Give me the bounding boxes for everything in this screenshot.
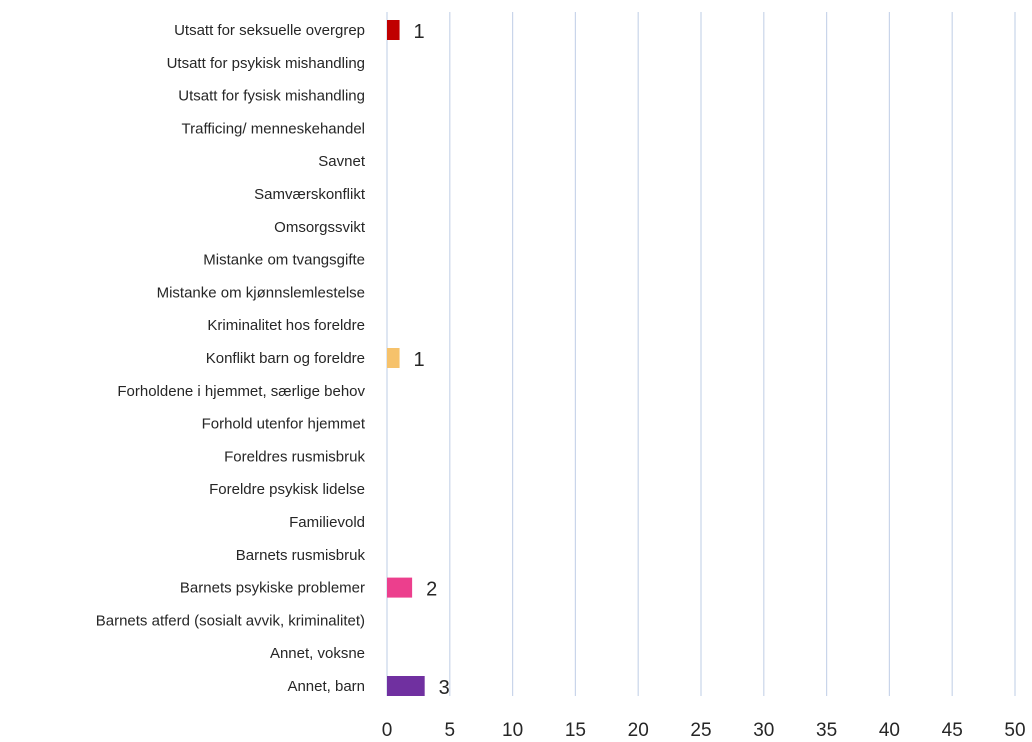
data-label: 2 bbox=[426, 579, 437, 601]
category-label: Savnet bbox=[318, 153, 366, 170]
data-label: 1 bbox=[414, 21, 425, 43]
x-tick-label: 20 bbox=[628, 720, 649, 741]
x-tick-label: 5 bbox=[445, 720, 456, 741]
category-label: Samværskonflikt bbox=[254, 186, 366, 203]
category-label: Mistanke om tvangsgifte bbox=[203, 252, 365, 269]
bar bbox=[387, 577, 413, 598]
category-labels: Utsatt for seksuelle overgrep Utsatt for … bbox=[96, 22, 366, 695]
x-tick-label: 40 bbox=[879, 720, 900, 741]
data-labels: 1 1 2 3 bbox=[414, 21, 450, 699]
category-label: Foreldres rusmisbruk bbox=[224, 448, 365, 465]
category-label: Barnets psykiske problemer bbox=[180, 580, 365, 597]
category-label: Utsatt for fysisk mishandling bbox=[178, 88, 365, 105]
category-label: Forhold utenfor hjemmet bbox=[202, 416, 366, 433]
category-label: Kriminalitet hos foreldre bbox=[207, 317, 365, 334]
category-label: Familievold bbox=[289, 514, 365, 531]
x-tick-label: 30 bbox=[753, 720, 774, 741]
category-label: Utsatt for psykisk mishandling bbox=[167, 55, 365, 72]
category-label: Mistanke om kjønnslemlestelse bbox=[157, 284, 365, 301]
x-tick-label: 50 bbox=[1004, 720, 1025, 741]
x-tick-label: 0 bbox=[382, 720, 393, 741]
category-label: Forholdene i hjemmet, særlige behov bbox=[117, 383, 365, 400]
category-label: Annet, barn bbox=[287, 678, 365, 695]
bar bbox=[387, 676, 425, 696]
bars bbox=[387, 20, 425, 696]
gridlines bbox=[386, 12, 1016, 696]
category-label: Foreldre psykisk lidelse bbox=[209, 481, 365, 498]
x-tick-label: 25 bbox=[690, 720, 711, 741]
category-label: Trafficing/ menneskehandel bbox=[182, 120, 365, 137]
x-tick-label: 35 bbox=[816, 720, 837, 741]
bar bbox=[387, 348, 400, 368]
category-label: Barnets atferd (sosialt avvik, kriminali… bbox=[96, 612, 365, 629]
category-label: Utsatt for seksuelle overgrep bbox=[174, 22, 365, 39]
data-label: 3 bbox=[439, 677, 450, 699]
data-label: 1 bbox=[414, 349, 425, 371]
bar bbox=[387, 20, 400, 40]
category-label: Omsorgssvikt bbox=[274, 219, 366, 236]
x-tick-label: 45 bbox=[942, 720, 963, 741]
category-label: Annet, voksne bbox=[270, 645, 365, 662]
category-label: Konflikt barn og foreldre bbox=[206, 350, 365, 367]
x-axis-tick-labels: 0 5 10 15 20 25 30 35 40 45 50 bbox=[382, 720, 1026, 741]
x-tick-label: 15 bbox=[565, 720, 586, 741]
x-tick-label: 10 bbox=[502, 720, 523, 741]
category-label: Barnets rusmisbruk bbox=[236, 547, 366, 564]
